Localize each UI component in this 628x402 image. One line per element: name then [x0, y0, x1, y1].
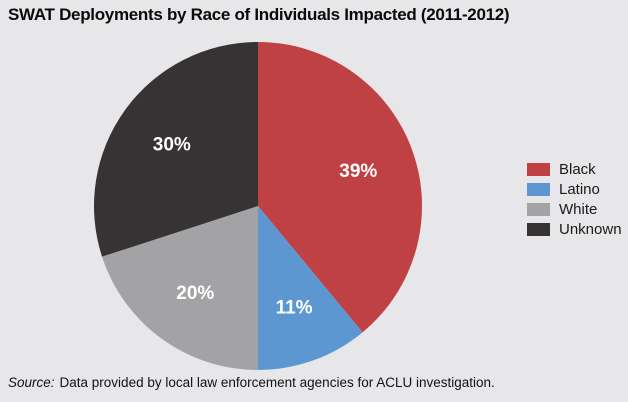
legend-item-unknown: Unknown: [527, 221, 622, 238]
legend-item-black: Black: [527, 161, 622, 178]
legend-swatch-unknown: [527, 223, 550, 236]
legend-item-latino: Latino: [527, 181, 622, 198]
pie-slice-white: [102, 206, 258, 370]
source-note: Source: Data provided by local law enforc…: [8, 375, 495, 390]
pie-slice-black: [258, 42, 422, 333]
legend-item-white: White: [527, 201, 622, 218]
slice-label-latino: 11%: [276, 297, 313, 318]
legend-label-black: Black: [559, 161, 596, 178]
slice-label-black: 39%: [339, 161, 377, 182]
source-text: Data provided by local law enforcement a…: [59, 375, 495, 390]
pie-slice-unknown: [94, 42, 258, 257]
slice-label-white: 20%: [176, 283, 214, 304]
legend: Black Latino White Unknown: [527, 161, 622, 238]
legend-swatch-black: [527, 163, 550, 176]
source-label: Source:: [8, 375, 55, 390]
chart-title: SWAT Deployments by Race of Individuals …: [8, 5, 510, 24]
legend-label-white: White: [559, 201, 598, 218]
legend-swatch-white: [527, 203, 550, 216]
slice-label-unknown: 30%: [153, 134, 191, 155]
pie-slice-latino: [258, 206, 363, 370]
legend-label-unknown: Unknown: [559, 221, 622, 238]
legend-swatch-latino: [527, 183, 550, 196]
legend-label-latino: Latino: [559, 181, 600, 198]
